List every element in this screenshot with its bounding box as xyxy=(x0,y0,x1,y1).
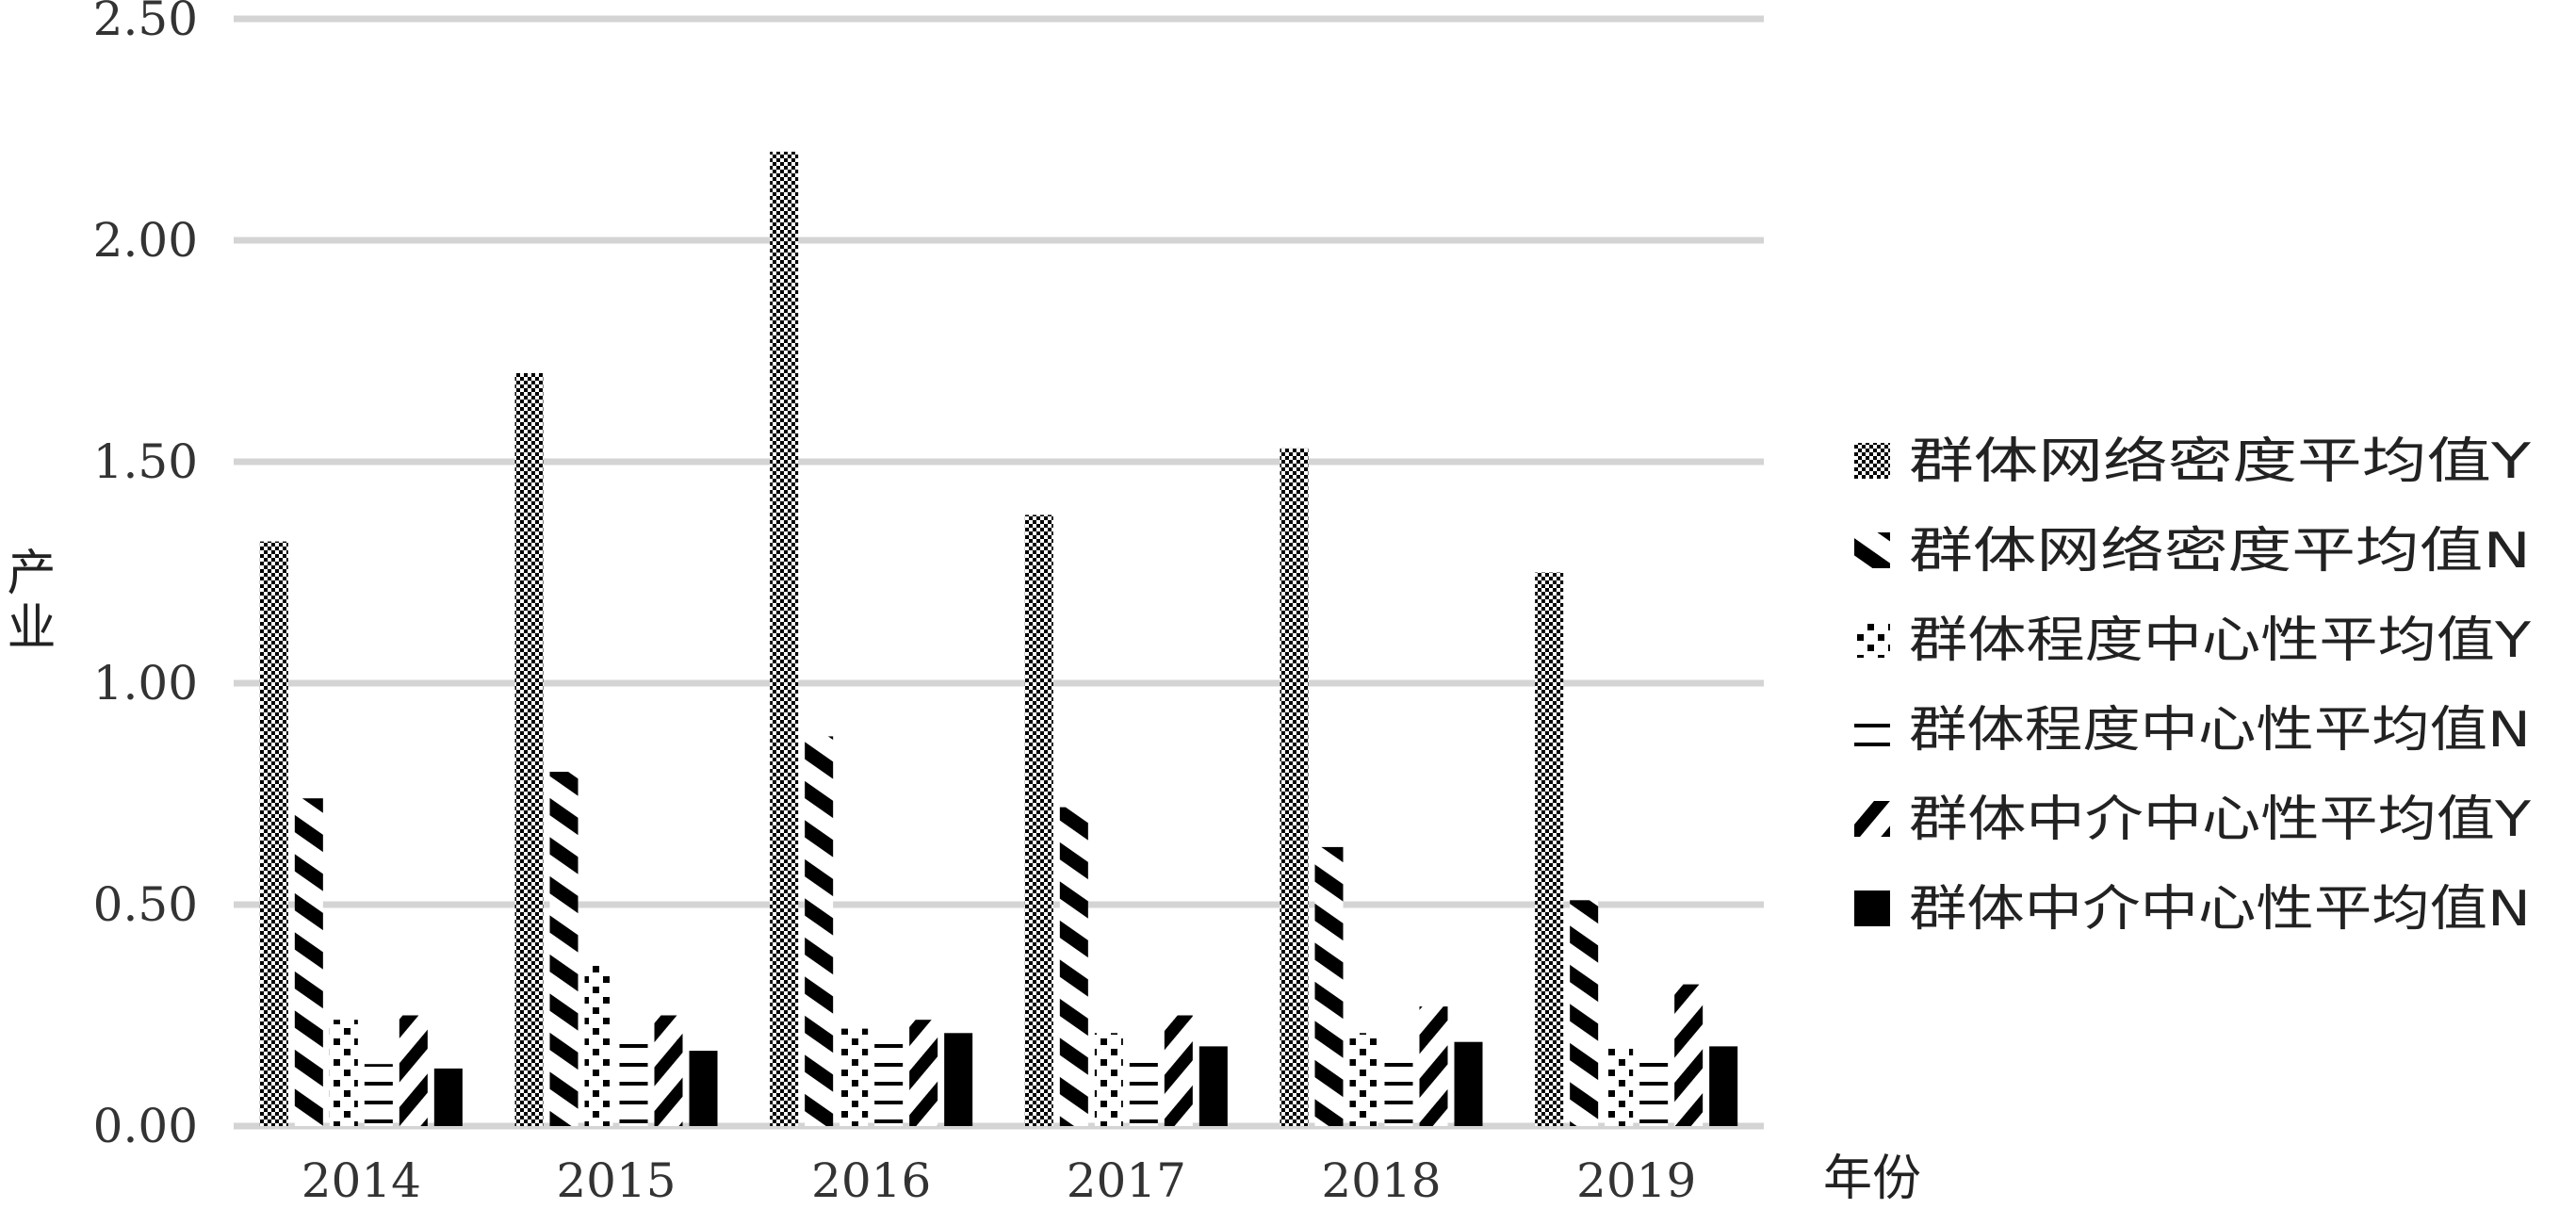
gridlines xyxy=(234,15,1764,1130)
bar-2018-series-3 xyxy=(1349,1033,1378,1126)
bar-2016-series-4 xyxy=(874,1041,904,1126)
legend-label: 群体网络密度平均值Y xyxy=(1909,433,2531,490)
axis-titles: 产业 年份 xyxy=(0,547,1921,1207)
y-tick-label: 2.00 xyxy=(93,213,198,268)
bar-2014-series-6 xyxy=(433,1068,463,1126)
x-tick-label: 2014 xyxy=(302,1153,421,1208)
bar-2014-series-2 xyxy=(294,798,323,1126)
bar-2015-series-1 xyxy=(514,373,544,1126)
bar-2017-series-1 xyxy=(1024,515,1053,1126)
bar-2019-series-2 xyxy=(1570,900,1599,1126)
bar-2019-series-6 xyxy=(1709,1046,1738,1126)
bar-2019-series-4 xyxy=(1639,1059,1669,1126)
y-tick-label: 0.00 xyxy=(93,1099,198,1153)
y-tick-label: 1.00 xyxy=(93,656,198,711)
bar-2015-series-4 xyxy=(619,1041,648,1126)
y-tick-label: 0.50 xyxy=(93,877,198,932)
legend-swatch xyxy=(1854,801,1890,837)
legend-label: 群体网络密度平均值N xyxy=(1909,523,2531,580)
legend-swatch xyxy=(1854,890,1890,926)
x-tick-label: 2017 xyxy=(1067,1153,1186,1208)
bar-2015-series-3 xyxy=(584,962,613,1126)
x-axis-ticks: 2014 2015 2016 2017 2018 2019 xyxy=(302,1153,1697,1208)
bar-2015-series-2 xyxy=(549,772,579,1126)
bar-2017-series-3 xyxy=(1094,1033,1123,1126)
bar-2014-series-5 xyxy=(399,1015,428,1126)
bar-2018-series-6 xyxy=(1454,1041,1483,1126)
bar-2019-series-5 xyxy=(1674,984,1704,1126)
x-tick-label: 2015 xyxy=(556,1153,676,1208)
bar-2018-series-5 xyxy=(1419,1006,1448,1126)
bar-2019-series-3 xyxy=(1605,1046,1634,1126)
y-axis-label: 产业 xyxy=(0,547,55,656)
legend-swatch xyxy=(1854,711,1890,747)
y-tick-label: 1.50 xyxy=(93,434,198,489)
legend-swatch xyxy=(1854,443,1890,479)
y-axis-ticks: 0.00 0.50 1.00 1.50 2.00 2.50 xyxy=(93,0,198,1153)
legend: 群体网络密度平均值Y 群体网络密度平均值N 群体程度中心性平均值Y 群体程度中心性平均… xyxy=(1854,433,2531,938)
bar-2017-series-2 xyxy=(1059,807,1088,1126)
bar-2019-series-1 xyxy=(1535,572,1564,1126)
bar-2016-series-1 xyxy=(770,152,799,1126)
bar-2015-series-5 xyxy=(654,1015,683,1126)
legend-swatch xyxy=(1854,532,1890,568)
bar-2014-series-4 xyxy=(364,1064,393,1126)
bar-2017-series-5 xyxy=(1164,1015,1193,1126)
bar-2015-series-6 xyxy=(689,1051,718,1126)
bar-2016-series-6 xyxy=(944,1033,973,1126)
x-tick-label: 2016 xyxy=(811,1153,931,1208)
legend-label: 群体程度中心性平均值Y xyxy=(1909,613,2531,669)
bar-2018-series-1 xyxy=(1280,448,1309,1126)
bar-2014-series-3 xyxy=(329,1020,358,1126)
x-tick-label: 2019 xyxy=(1576,1153,1696,1208)
bar-2017-series-4 xyxy=(1129,1054,1158,1126)
bar-2016-series-2 xyxy=(805,736,834,1126)
bar-2017-series-6 xyxy=(1198,1046,1228,1126)
bars xyxy=(259,152,1738,1126)
legend-label: 群体程度中心性平均值N xyxy=(1909,702,2531,759)
bar-2014-series-1 xyxy=(259,541,288,1126)
bar-2018-series-4 xyxy=(1384,1059,1413,1126)
legend-swatch xyxy=(1854,622,1890,658)
y-tick-label: 2.50 xyxy=(93,0,198,46)
bar-2016-series-5 xyxy=(909,1020,938,1126)
legend-label: 群体中介中心性平均值N xyxy=(1909,881,2531,938)
x-tick-label: 2018 xyxy=(1321,1153,1441,1208)
legend-label: 群体中介中心性平均值Y xyxy=(1909,792,2531,848)
bar-2016-series-3 xyxy=(840,1028,869,1126)
x-axis-label: 年份 xyxy=(1823,1151,1921,1207)
bar-2018-series-2 xyxy=(1314,846,1344,1126)
